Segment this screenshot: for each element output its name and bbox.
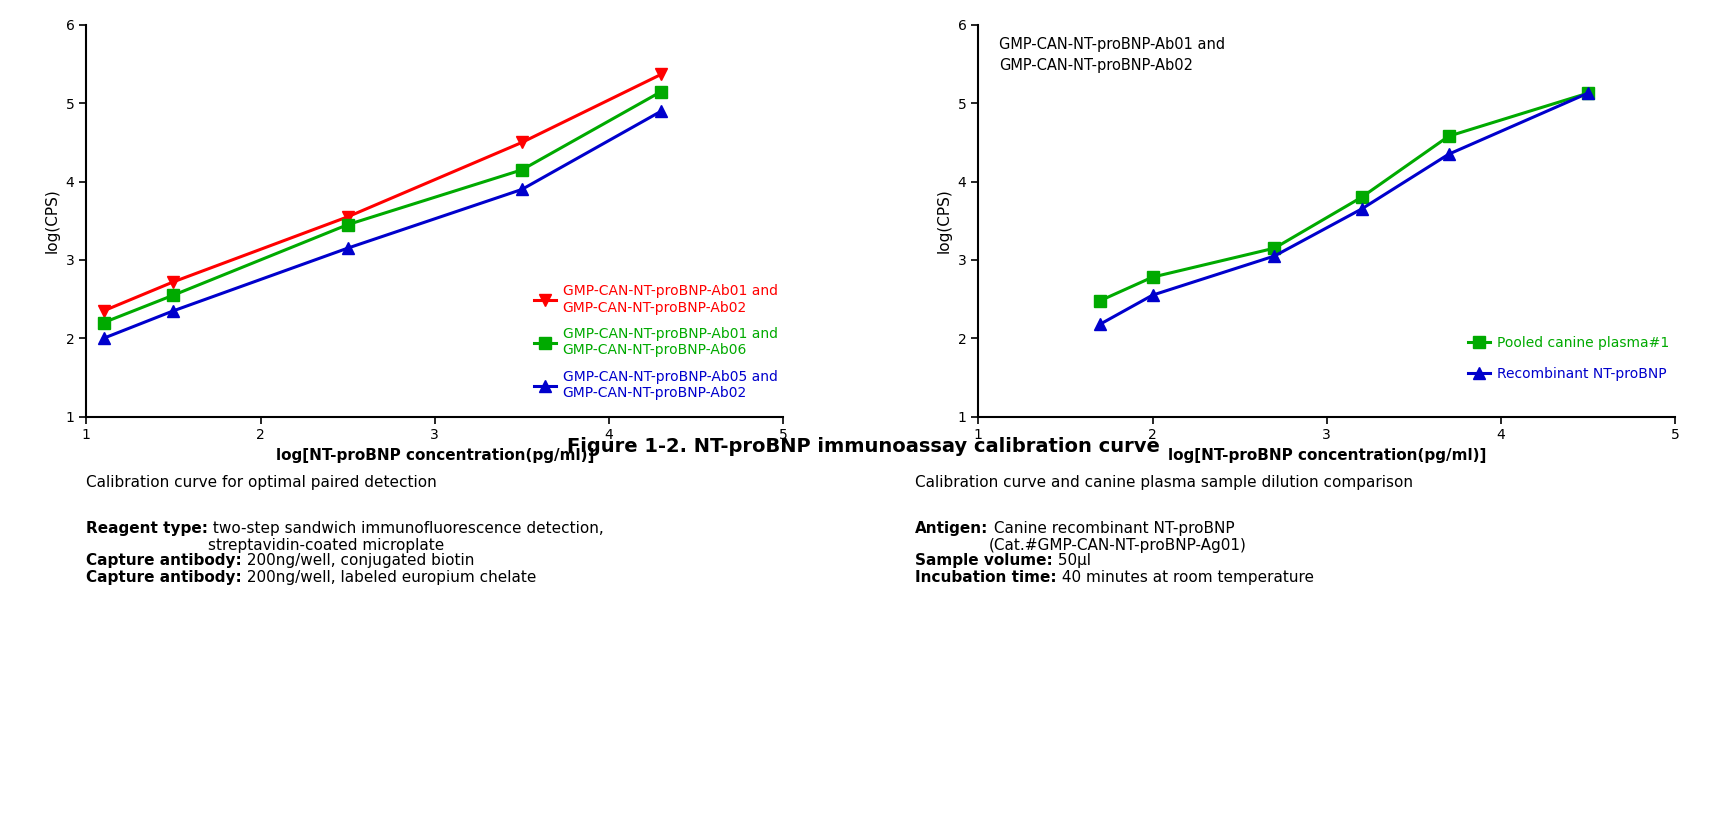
Text: two-step sandwich immunofluorescence detection,
streptavidin-coated microplate: two-step sandwich immunofluorescence det… (209, 521, 604, 553)
Text: GMP-CAN-NT-proBNP-Ab01 and
GMP-CAN-NT-proBNP-Ab02: GMP-CAN-NT-proBNP-Ab01 and GMP-CAN-NT-pr… (1000, 37, 1226, 72)
X-axis label: log[NT-proBNP concentration(pg/ml)]: log[NT-proBNP concentration(pg/ml)] (276, 448, 594, 463)
Text: Reagent type:: Reagent type: (86, 521, 209, 536)
Legend: Pooled canine plasma#1, Recombinant NT-proBNP: Pooled canine plasma#1, Recombinant NT-p… (1463, 331, 1675, 386)
Y-axis label: log(CPS): log(CPS) (938, 188, 952, 253)
Text: Capture antibody:: Capture antibody: (86, 552, 242, 567)
Text: 200ng/well, conjugated biotin: 200ng/well, conjugated biotin (242, 552, 475, 567)
Text: 50μl: 50μl (1053, 552, 1091, 567)
X-axis label: log[NT-proBNP concentration(pg/ml)]: log[NT-proBNP concentration(pg/ml)] (1167, 448, 1485, 463)
Text: Capture antibody:: Capture antibody: (86, 570, 242, 585)
Text: 40 minutes at room temperature: 40 minutes at room temperature (1057, 570, 1314, 585)
Text: Calibration curve for optimal paired detection: Calibration curve for optimal paired det… (86, 475, 437, 490)
Text: 200ng/well, labeled europium chelate: 200ng/well, labeled europium chelate (242, 570, 537, 585)
Text: Incubation time:: Incubation time: (915, 570, 1057, 585)
Text: Antigen:: Antigen: (915, 521, 988, 536)
Y-axis label: log(CPS): log(CPS) (45, 188, 60, 253)
Text: Figure 1-2. NT-proBNP immunoassay calibration curve: Figure 1-2. NT-proBNP immunoassay calibr… (566, 437, 1161, 456)
Text: Canine recombinant NT-proBNP
(Cat.#GMP-CAN-NT-proBNP-Ag01): Canine recombinant NT-proBNP (Cat.#GMP-C… (988, 521, 1247, 553)
Text: Sample volume:: Sample volume: (915, 552, 1053, 567)
Text: Calibration curve and canine plasma sample dilution comparison: Calibration curve and canine plasma samp… (915, 475, 1413, 490)
Legend: GMP-CAN-NT-proBNP-Ab01 and
GMP-CAN-NT-proBNP-Ab02, GMP-CAN-NT-proBNP-Ab01 and
GM: GMP-CAN-NT-proBNP-Ab01 and GMP-CAN-NT-pr… (528, 279, 784, 406)
